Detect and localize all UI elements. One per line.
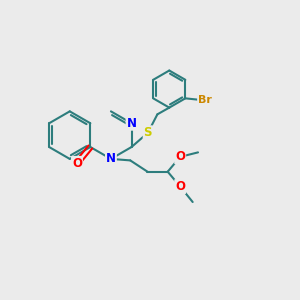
Text: O: O: [175, 150, 185, 163]
Text: Br: Br: [198, 95, 212, 105]
Text: N: N: [127, 117, 136, 130]
Text: O: O: [72, 157, 82, 170]
Text: S: S: [144, 126, 152, 139]
Text: N: N: [106, 152, 116, 165]
Text: O: O: [175, 180, 185, 193]
